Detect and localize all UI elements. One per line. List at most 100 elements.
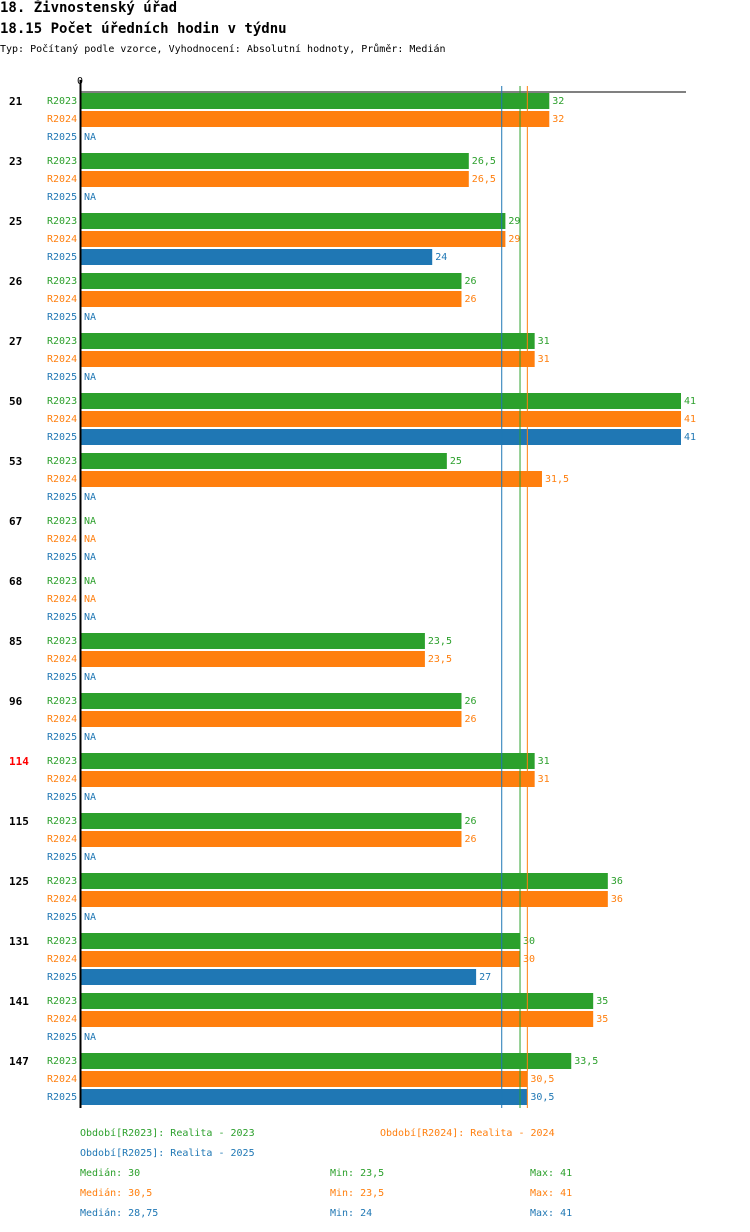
na-label-27-R2025: NA [84,372,96,383]
bar-value-26-R2024: 26 [464,294,476,305]
series-label-141-R2024: R2024 [47,1014,77,1025]
chart-subtitle: Typ: Počítaný podle vzorce, Vyhodnocení:… [0,44,446,55]
group-label-114: 114 [9,755,29,768]
series-label-125-R2025: R2025 [47,912,77,923]
group-label-85: 85 [9,635,22,648]
bar-value-27-R2023: 31 [538,336,550,347]
group-label-21: 21 [9,95,23,108]
group-label-96: 96 [9,695,23,708]
bar-value-53-R2023: 25 [450,456,462,467]
stat-max-r2023: Max: 41 [530,1168,573,1179]
series-label-114-R2025: R2025 [47,792,77,803]
group-label-25: 25 [9,215,22,228]
legend-r2025: Období[R2025]: Realita - 2025 [80,1148,255,1159]
bar-value-23-R2024: 26,5 [472,174,496,185]
bar-value-50-R2024: 41 [684,414,696,425]
stat-min-r2023: Min: 23,5 [330,1168,385,1179]
bar-147-R2024 [81,1071,528,1087]
series-label-50-R2025: R2025 [47,432,77,443]
series-label-50-R2023: R2023 [47,396,77,407]
bar-value-115-R2024: 26 [464,834,476,845]
group-label-67: 67 [9,515,22,528]
group-label-26: 26 [9,275,23,288]
series-label-114-R2023: R2023 [47,756,77,767]
series-label-67-R2024: R2024 [47,534,77,545]
series-label-27-R2023: R2023 [47,336,77,347]
bar-value-141-R2024: 35 [596,1014,608,1025]
group-label-131: 131 [9,935,29,948]
series-label-96-R2025: R2025 [47,732,77,743]
bar-131-R2025 [81,969,477,985]
series-label-125-R2023: R2023 [47,876,77,887]
bar-value-27-R2024: 31 [538,354,550,365]
bar-value-25-R2025: 24 [435,252,447,263]
bar-value-23-R2023: 26,5 [472,156,496,167]
series-label-131-R2024: R2024 [47,954,77,965]
bar-125-R2023 [81,873,608,889]
series-label-53-R2023: R2023 [47,456,77,467]
series-label-67-R2023: R2023 [47,516,77,527]
series-label-25-R2024: R2024 [47,234,77,245]
bar-value-26-R2023: 26 [464,276,476,287]
bar-value-131-R2025: 27 [479,972,491,983]
bar-value-96-R2023: 26 [464,696,476,707]
legend-r2024: Období[R2024]: Realita - 2024 [380,1128,555,1139]
series-label-68-R2025: R2025 [47,612,77,623]
bar-50-R2024 [81,411,681,427]
bar-21-R2023 [81,93,550,109]
series-label-27-R2024: R2024 [47,354,77,365]
bar-value-131-R2024: 30 [523,954,535,965]
group-label-141: 141 [9,995,29,1008]
bar-96-R2023 [81,693,462,709]
bar-115-R2024 [81,831,462,847]
bar-25-R2025 [81,249,433,265]
series-label-27-R2025: R2025 [47,372,77,383]
bar-23-R2024 [81,171,469,187]
bar-value-21-R2023: 32 [552,96,564,107]
bar-125-R2024 [81,891,608,907]
bar-27-R2024 [81,351,535,367]
bar-147-R2025 [81,1089,528,1105]
bar-53-R2023 [81,453,447,469]
series-label-115-R2024: R2024 [47,834,77,845]
series-label-147-R2024: R2024 [47,1074,77,1085]
series-label-21-R2025: R2025 [47,132,77,143]
series-label-21-R2023: R2023 [47,96,77,107]
na-label-96-R2025: NA [84,732,96,743]
series-label-141-R2023: R2023 [47,996,77,1007]
series-label-141-R2025: R2025 [47,1032,77,1043]
bar-value-147-R2024: 30,5 [530,1074,554,1085]
bar-50-R2025 [81,429,681,445]
na-label-115-R2025: NA [84,852,96,863]
series-label-85-R2024: R2024 [47,654,77,665]
bar-85-R2024 [81,651,425,667]
bar-value-141-R2023: 35 [596,996,608,1007]
series-label-131-R2025: R2025 [47,972,77,983]
bar-value-114-R2024: 31 [538,774,550,785]
bar-value-85-R2023: 23,5 [428,636,452,647]
series-label-131-R2023: R2023 [47,936,77,947]
stat-median-r2023: Medián: 30 [80,1168,141,1179]
na-label-67-R2023: NA [84,516,96,527]
bar-25-R2023 [81,213,506,229]
section-title: 18. Živnostenský úřad [0,0,178,16]
series-label-115-R2023: R2023 [47,816,77,827]
group-label-50: 50 [9,395,22,408]
na-label-85-R2025: NA [84,672,96,683]
bar-21-R2024 [81,111,550,127]
bar-26-R2024 [81,291,462,307]
series-label-68-R2023: R2023 [47,576,77,587]
series-label-125-R2024: R2024 [47,894,77,905]
bar-value-96-R2024: 26 [464,714,476,725]
bar-131-R2024 [81,951,521,967]
bar-value-50-R2023: 41 [684,396,696,407]
series-label-67-R2025: R2025 [47,552,77,563]
group-label-147: 147 [9,1055,29,1068]
bar-value-147-R2023: 33,5 [574,1056,598,1067]
series-label-147-R2025: R2025 [47,1092,77,1103]
na-label-53-R2025: NA [84,492,96,503]
bar-value-131-R2023: 30 [523,936,535,947]
na-label-23-R2025: NA [84,192,96,203]
bar-value-85-R2024: 23,5 [428,654,452,665]
bar-value-125-R2024: 36 [611,894,623,905]
